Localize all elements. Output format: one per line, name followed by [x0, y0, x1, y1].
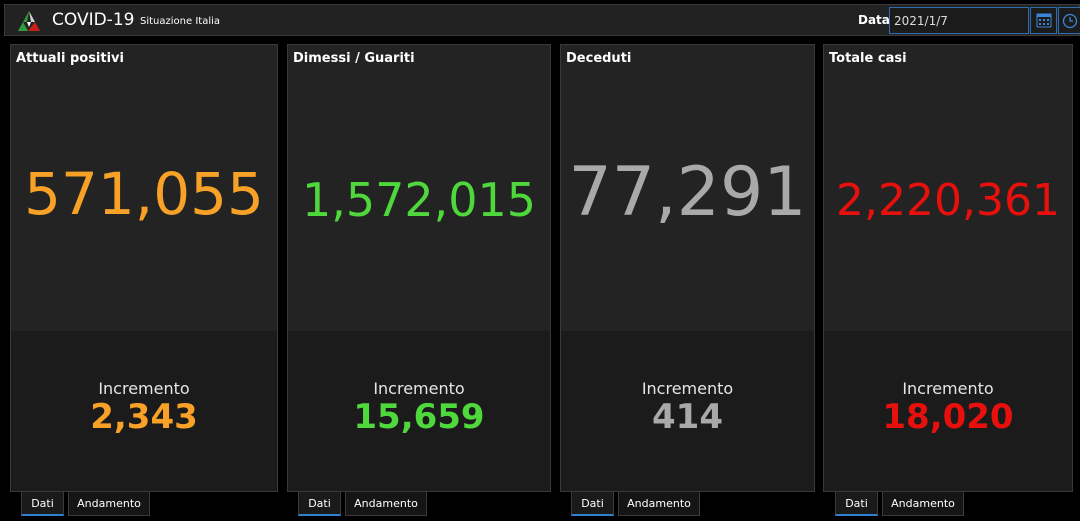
- increment-label: Incremento: [902, 379, 994, 398]
- header-bar: COVID-19 Situazione Italia Data: [4, 4, 1080, 36]
- main-value: 571,055: [24, 160, 264, 228]
- panel-deceduti: Deceduti 77,291 Incremento 414: [560, 44, 815, 492]
- calendar-button[interactable]: [1030, 7, 1057, 34]
- date-label: Data: [858, 13, 890, 27]
- tab-dati[interactable]: Dati: [21, 491, 64, 516]
- tab-andamento[interactable]: Andamento: [345, 491, 427, 516]
- increment-value: 18,020: [882, 397, 1014, 437]
- panel-totale-casi: Totale casi 2,220,361 Incremento 18,020: [823, 44, 1073, 492]
- panel-title: Totale casi: [829, 51, 907, 66]
- panel-dimessi-guariti: Dimessi / Guariti 1,572,015 Incremento 1…: [287, 44, 551, 492]
- increment-value: 15,659: [353, 397, 485, 437]
- calendar-icon: [1036, 13, 1051, 28]
- tab-andamento[interactable]: Andamento: [618, 491, 700, 516]
- panel-title: Deceduti: [566, 51, 632, 66]
- panel-title: Attuali positivi: [16, 51, 124, 66]
- increment-section: Incremento 15,659: [288, 331, 550, 491]
- panel-title: Dimessi / Guariti: [293, 51, 415, 66]
- tab-andamento[interactable]: Andamento: [882, 491, 964, 516]
- tab-dati[interactable]: Dati: [571, 491, 614, 516]
- increment-label: Incremento: [98, 379, 190, 398]
- tab-dati[interactable]: Dati: [835, 491, 878, 516]
- panel-attuali-positivi: Attuali positivi 571,055 Incremento 2,34…: [10, 44, 278, 492]
- main-value: 77,291: [568, 153, 807, 232]
- increment-section: Incremento 2,343: [11, 331, 277, 491]
- increment-value: 2,343: [90, 397, 198, 437]
- time-button[interactable]: [1058, 7, 1080, 34]
- increment-section: Incremento 18,020: [824, 331, 1072, 491]
- clock-icon: [1062, 13, 1078, 28]
- italy-logo-icon: [18, 11, 40, 31]
- increment-label: Incremento: [373, 379, 465, 398]
- tab-andamento[interactable]: Andamento: [68, 491, 150, 516]
- increment-value: 414: [652, 397, 723, 437]
- date-input[interactable]: [889, 7, 1029, 34]
- app-subtitle: Situazione Italia: [140, 16, 221, 27]
- main-value: 2,220,361: [836, 175, 1060, 226]
- app-title: COVID-19: [52, 10, 135, 30]
- increment-section: Incremento 414: [561, 331, 814, 491]
- main-value: 1,572,015: [301, 173, 537, 227]
- increment-label: Incremento: [641, 379, 734, 398]
- tab-dati[interactable]: Dati: [298, 491, 341, 516]
